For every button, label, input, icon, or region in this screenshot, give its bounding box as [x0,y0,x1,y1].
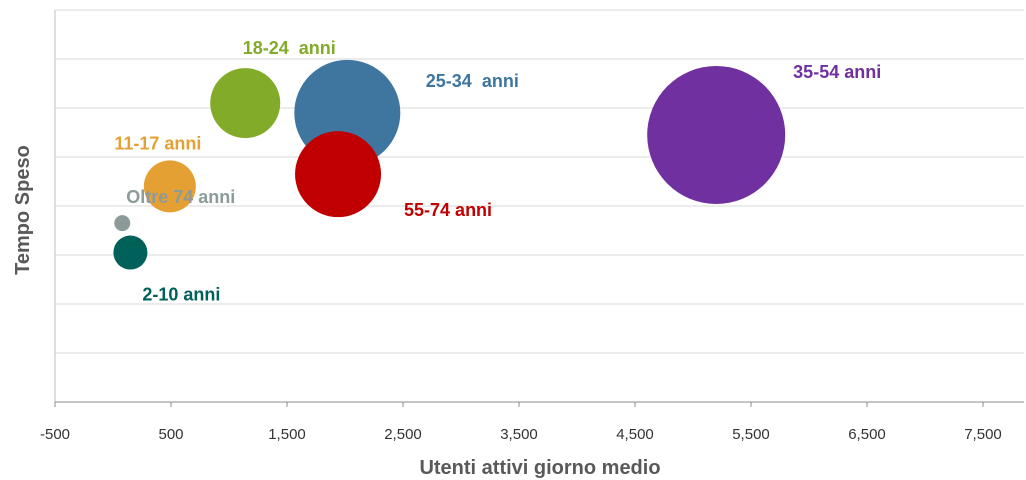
bubble [295,131,382,218]
x-tick-label: 7,500 [964,426,1002,443]
bubble-label: 55-74 anni [404,200,492,220]
bubble-label: 2-10 anni [142,285,220,305]
bubble-label: Oltre 74 anni [126,187,235,207]
bubble-labels: 2-10 anni Oltre 74 anni 11-17 anni 18-24 an… [114,38,881,304]
bubble [143,160,196,213]
bubble-label: 11-17 anni [114,133,201,153]
bubble-label: 25-34 anni [426,71,519,91]
x-tick-label: 500 [158,426,183,443]
bubble [114,215,131,232]
bubble-label: 35-54 anni [793,62,881,82]
x-tick-label: 1,500 [268,426,306,443]
x-tick-label: 3,500 [500,426,538,443]
x-axis-ticks: -500 500 1,500 2,500 3,500 4,500 5,500 6,500 7,5… [40,402,1002,443]
x-tick-label: -500 [40,426,70,443]
bubble [647,65,786,204]
bubbles [113,59,786,270]
x-tick-label: 2,500 [384,426,422,443]
bubble [210,68,281,139]
y-axis-title: Tempo Speso [12,145,34,275]
bubble [113,235,148,270]
x-axis-title: Utenti attivi giorno medio [419,457,660,479]
x-tick-label: 5,500 [732,426,770,443]
x-tick-label: 6,500 [848,426,886,443]
x-tick-label: 4,500 [616,426,654,443]
bubble-label: 18-24 anni [243,38,336,58]
